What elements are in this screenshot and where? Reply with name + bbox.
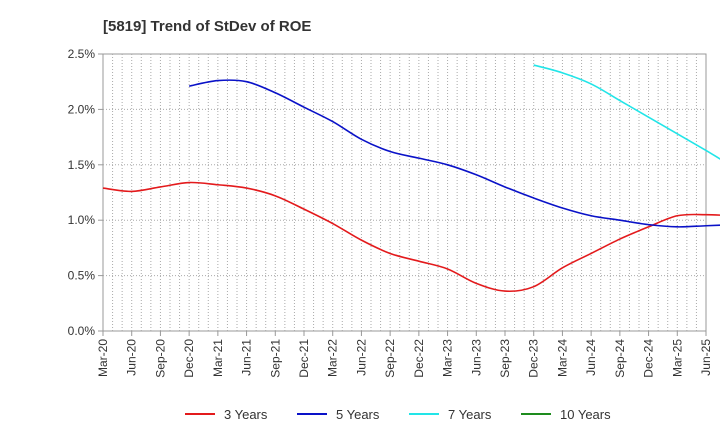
legend: 3 Years 5 Years 7 Years 10 Years <box>185 407 611 422</box>
y-tick-label: 0.0% <box>68 324 96 338</box>
x-tick-label: Sep-23 <box>498 339 512 378</box>
x-tick-label: Dec-21 <box>297 339 311 378</box>
series-layer <box>102 64 720 293</box>
x-tick-label: Jun-23 <box>469 339 483 376</box>
series-line-3 <box>533 64 720 160</box>
x-tick-label: Jun-24 <box>584 339 598 376</box>
x-tick-label: Jun-21 <box>240 339 254 376</box>
x-tick-label: Mar-23 <box>441 339 455 377</box>
x-tick-label: Sep-20 <box>153 339 167 378</box>
x-tick-label: Sep-24 <box>613 339 627 378</box>
x-tick-label: Dec-20 <box>182 339 196 378</box>
x-tick-label: Dec-22 <box>412 339 426 378</box>
x-tick-label: Jun-22 <box>354 339 368 376</box>
series-line-1 <box>102 181 720 293</box>
x-tick-label: Mar-22 <box>326 339 340 377</box>
plot-frame <box>102 53 707 332</box>
chart-title: [5819] Trend of StDev of ROE <box>103 18 311 35</box>
grid-layer <box>102 53 707 332</box>
x-tick-label: Jun-20 <box>125 339 139 376</box>
x-tick-label: Dec-24 <box>642 339 656 378</box>
y-tick-label: 2.0% <box>68 102 96 116</box>
x-tick-label: Mar-25 <box>670 339 684 377</box>
y-tick-label: 1.5% <box>68 158 96 172</box>
legend-label: 3 Years <box>224 407 268 422</box>
x-tick-label: Mar-20 <box>96 339 110 377</box>
x-tick-label: Mar-21 <box>211 339 225 377</box>
x-tick-label: Sep-21 <box>268 339 282 378</box>
x-tick-label: Dec-23 <box>527 339 541 378</box>
y-tick-label: 2.5% <box>68 47 96 61</box>
legend-label: 10 Years <box>560 407 611 422</box>
x-tick-label: Sep-22 <box>383 339 397 378</box>
legend-label: 7 Years <box>448 407 492 422</box>
y-tick-label: 1.0% <box>68 213 96 227</box>
legend-label: 5 Years <box>336 407 380 422</box>
series-line-2 <box>188 79 720 228</box>
x-tick-label: Jun-25 <box>699 339 713 376</box>
y-tick-label: 0.5% <box>68 269 96 283</box>
x-tick-label: Mar-24 <box>555 339 569 377</box>
axis-layer: 0.0% 0.5% 1.0% 1.5% 2.0% 2.5% Mar-20 Jun-20 Sep-… <box>68 47 713 378</box>
